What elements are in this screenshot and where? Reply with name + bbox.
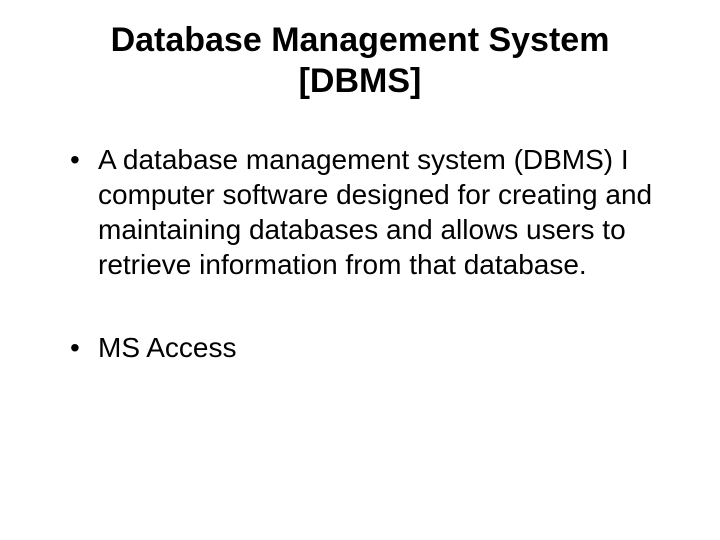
slide-title: Database Management System [DBMS] — [40, 20, 680, 102]
title-line-2: [DBMS] — [299, 62, 422, 100]
bullet-list: A database management system (DBMS) I co… — [40, 142, 680, 365]
bullet-text: A database management system (DBMS) I co… — [98, 144, 652, 280]
bullet-text: MS Access — [98, 332, 236, 363]
title-line-1: Database Management System — [111, 21, 610, 59]
bullet-item: MS Access — [70, 330, 680, 365]
bullet-item: A database management system (DBMS) I co… — [70, 142, 680, 282]
